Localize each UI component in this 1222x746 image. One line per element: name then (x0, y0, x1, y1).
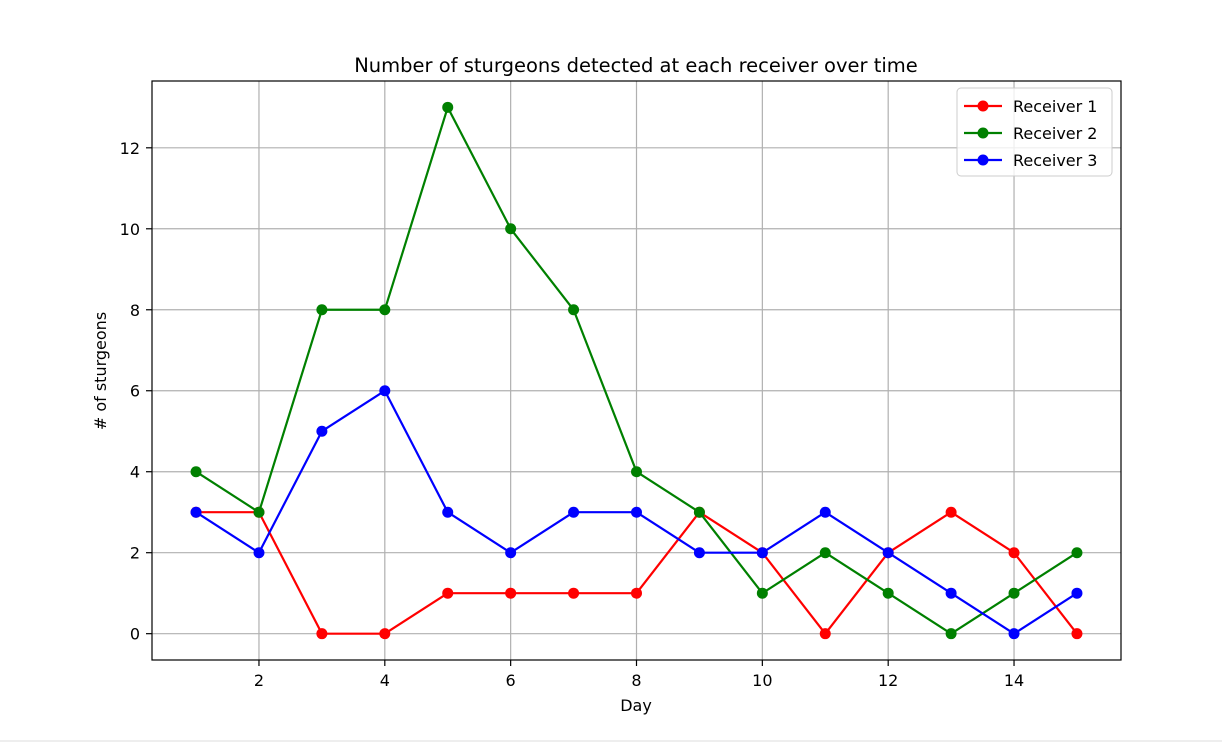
legend-marker-2 (977, 127, 989, 139)
data-point-s3-x3 (316, 425, 328, 437)
series-2 (190, 101, 1083, 640)
data-point-s3-x2 (253, 547, 265, 559)
data-point-s1-x13 (945, 506, 957, 518)
data-point-s3-x9 (693, 547, 705, 559)
data-point-s3-x1 (190, 506, 202, 518)
series-3 (190, 385, 1083, 640)
x-tick-label-6: 6 (506, 671, 516, 690)
data-point-s2-x6 (505, 223, 517, 235)
x-tick-label-2: 2 (254, 671, 264, 690)
data-point-s2-x1 (190, 466, 202, 478)
data-point-s1-x11 (819, 628, 831, 640)
data-point-s1-x3 (316, 628, 328, 640)
data-point-s1-x14 (1008, 547, 1020, 559)
data-point-s2-x5 (442, 101, 454, 113)
x-tick-label-8: 8 (631, 671, 641, 690)
data-point-s3-x14 (1008, 628, 1020, 640)
data-point-s2-x3 (316, 304, 328, 316)
legend-label-3: Receiver 3 (1013, 151, 1097, 170)
y-axis-label: # of sturgeons (91, 312, 110, 430)
y-tick-label-0: 0 (130, 625, 140, 644)
legend: Receiver 1 Receiver 2 Receiver 3 (956, 87, 1113, 177)
axis-ticks: 2 4 6 8 10 12 14 0 2 4 6 8 10 12 (120, 139, 1025, 690)
data-point-s1-x7 (568, 587, 580, 599)
data-point-s2-x7 (568, 304, 580, 316)
legend-label-1: Receiver 1 (1013, 97, 1097, 116)
data-point-s2-x4 (379, 304, 391, 316)
data-point-s1-x4 (379, 628, 391, 640)
data-point-s2-x9 (693, 506, 705, 518)
data-point-s3-x15 (1071, 587, 1083, 599)
y-tick-label-12: 12 (120, 139, 140, 158)
data-point-s3-x13 (945, 587, 957, 599)
y-tick-label-4: 4 (130, 463, 140, 482)
data-point-s2-x12 (882, 587, 894, 599)
y-tick-label-2: 2 (130, 544, 140, 563)
data-point-s3-x10 (756, 547, 768, 559)
data-point-s3-x12 (882, 547, 894, 559)
chart-title: Number of sturgeons detected at each rec… (354, 54, 918, 77)
data-point-s1-x15 (1071, 628, 1083, 640)
data-point-s2-x14 (1008, 587, 1020, 599)
legend-label-2: Receiver 2 (1013, 124, 1097, 143)
data-point-s2-x10 (756, 587, 768, 599)
bottom-strip (0, 740, 1222, 742)
x-tick-label-12: 12 (878, 671, 898, 690)
data-point-s2-x11 (819, 547, 831, 559)
data-point-s3-x6 (505, 547, 517, 559)
data-point-s1-x6 (505, 587, 517, 599)
data-point-s3-x4 (379, 385, 391, 397)
data-point-s2-x8 (631, 466, 642, 478)
data-point-s2-x13 (945, 628, 957, 640)
data-point-s3-x11 (819, 506, 831, 518)
series-lines (190, 101, 1083, 640)
x-tick-label-14: 14 (1004, 671, 1024, 690)
data-point-s3-x5 (442, 506, 454, 518)
y-tick-label-6: 6 (130, 382, 140, 401)
data-point-s1-x8 (631, 587, 642, 599)
data-point-s3-x7 (568, 506, 580, 518)
data-point-s3-x8 (631, 506, 642, 518)
x-axis-label: Day (620, 696, 652, 715)
x-tick-label-10: 10 (752, 671, 772, 690)
legend-marker-3 (977, 154, 989, 166)
data-point-s2-x15 (1071, 547, 1083, 559)
y-tick-label-10: 10 (120, 220, 140, 239)
legend-box (956, 87, 1113, 177)
data-point-s1-x5 (442, 587, 454, 599)
legend-marker-1 (977, 100, 989, 112)
x-tick-label-4: 4 (380, 671, 390, 690)
data-point-s2-x2 (253, 506, 265, 518)
y-tick-label-8: 8 (130, 301, 140, 320)
